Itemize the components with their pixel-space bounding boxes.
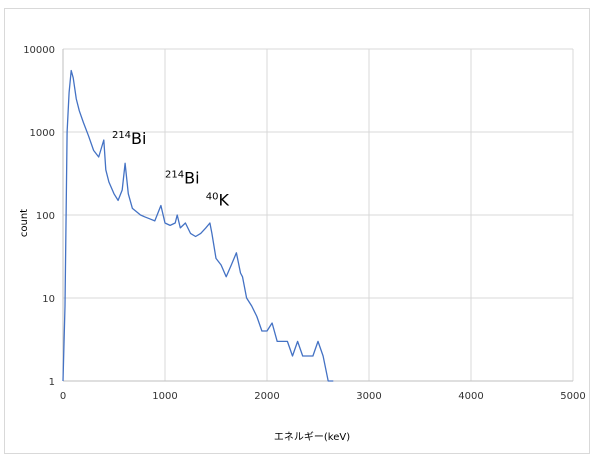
peak-annotation: 214Bi <box>112 129 147 148</box>
x-tick-label: 2000 <box>254 391 279 402</box>
y-tick-label: 1 <box>49 377 55 388</box>
chart-plot: 0 1000 2000 3000 4000 5000 1 10 100 1000 10000 214… <box>19 45 586 443</box>
peak-annotation-element: Bi <box>184 168 199 187</box>
series-line <box>62 69 334 382</box>
x-tick-label: 4000 <box>458 391 483 402</box>
y-tick-label: 100 <box>36 211 55 222</box>
y-tick-label: 10 <box>42 294 55 305</box>
peak-annotation-mass-number: 40 <box>206 192 219 203</box>
x-tick-label: 3000 <box>356 391 381 402</box>
x-tick-label: 5000 <box>560 391 585 402</box>
y-tick-label: 1000 <box>30 128 55 139</box>
peak-annotation-element: K <box>219 191 230 210</box>
peak-annotation: 40K <box>206 191 230 210</box>
x-tick-label: 1000 <box>152 391 177 402</box>
chart-frame: 0 1000 2000 3000 4000 5000 1 10 100 1000 10000 214… <box>4 8 590 454</box>
x-axis-title: エネルギー(keV) <box>274 431 350 443</box>
peak-annotation-mass-number: 214 <box>112 130 131 141</box>
peak-annotation: 214Bi <box>165 168 200 187</box>
y-tick-label: 10000 <box>23 45 55 56</box>
peak-annotation-element: Bi <box>131 129 146 148</box>
peak-annotation-mass-number: 214 <box>165 169 184 180</box>
x-tick-label: 0 <box>60 391 66 402</box>
y-axis-title: count <box>19 209 30 237</box>
